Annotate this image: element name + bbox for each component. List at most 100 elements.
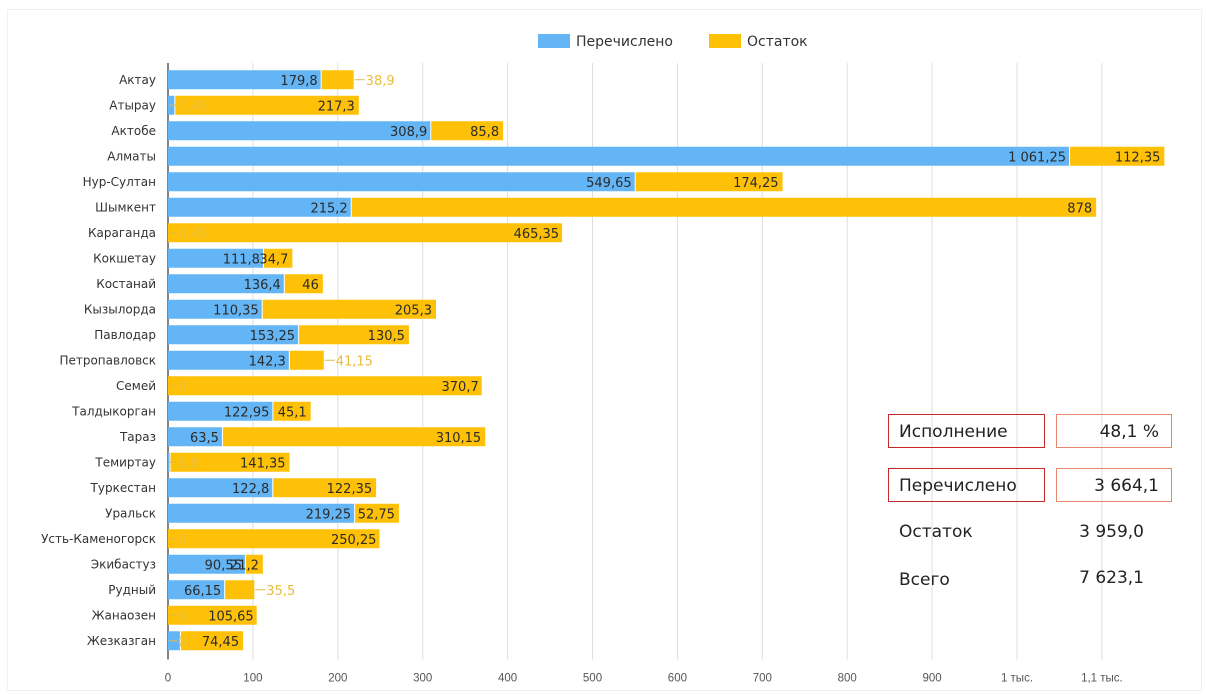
bar-remainder: [355, 503, 399, 523]
data-label-transferred: 308,9: [390, 125, 427, 140]
total-label: Всего: [899, 570, 950, 590]
category-label: Алматы: [107, 149, 156, 163]
category-label: Жанаозен: [92, 608, 156, 622]
stacked-bar-chart: 0 100 200 300 400 500 600 700 800 900 1 тыс. 1,1 ты…: [41, 34, 1165, 685]
bar-transferred: [168, 274, 284, 294]
bar-remainder: [289, 350, 324, 370]
data-label-remainder: 52,75: [358, 507, 395, 522]
category-label: Темиртау: [94, 455, 156, 469]
bar-transferred: [168, 70, 321, 90]
bar-remainder: [245, 554, 263, 574]
x-tick-label: 1 тыс.: [1001, 673, 1033, 685]
bar-transferred: [168, 172, 635, 192]
x-tick-label: 600: [668, 673, 687, 685]
category-label: Семей: [116, 379, 156, 393]
execution-label: Исполнение: [888, 414, 1045, 448]
category-label: Тараз: [119, 430, 156, 444]
bar-transferred: [168, 325, 299, 345]
x-tick-label: 0: [165, 673, 171, 685]
x-tick-label: 400: [498, 673, 517, 685]
data-label-transferred: 66,15: [184, 584, 221, 599]
category-label: Нур-Султан: [83, 175, 156, 189]
data-label-transferred: 153,25: [250, 329, 296, 344]
transferred-label: Перечислено: [888, 468, 1045, 502]
category-label: Талдыкорган: [71, 404, 156, 418]
data-label-remainder: 465,35: [514, 227, 560, 242]
category-label: Атырау: [109, 98, 156, 112]
category-label: Усть-Каменогорск: [41, 532, 156, 546]
execution-value: 48,1 %: [1056, 414, 1172, 448]
data-label-remainder: 85,8: [470, 125, 499, 140]
legend-swatch-transferred: [538, 34, 570, 48]
bar-transferred: [168, 478, 273, 498]
category-label: Туркестан: [90, 481, 156, 495]
legend-swatch-remainder: [709, 34, 741, 48]
data-label-transferred: 136,4: [244, 278, 281, 293]
x-tick-label: 500: [583, 673, 602, 685]
bar-remainder: [431, 121, 504, 141]
x-tick-label: 800: [838, 673, 857, 685]
bar-transferred: [168, 197, 351, 217]
category-label: Кокшетау: [93, 251, 156, 265]
data-label-transferred: 111,8: [223, 252, 260, 267]
bar-remainder: [168, 376, 482, 396]
category-label: Актау: [119, 73, 156, 87]
x-tick-label: 1,1 тыс.: [1081, 673, 1123, 685]
category-label: Рудный: [108, 583, 156, 597]
data-label-remainder: 35,5: [266, 584, 295, 599]
bar-remainder: [168, 529, 380, 549]
data-label-transferred: 110,35: [213, 303, 259, 318]
category-label: Петропавловск: [59, 353, 156, 367]
category-label: Павлодар: [94, 328, 156, 342]
category-label: Караганда: [88, 226, 156, 240]
bar-transferred: [168, 427, 222, 447]
data-label-transferred: 122,8: [232, 482, 269, 497]
data-label-transferred: 215,2: [310, 201, 347, 216]
total-value: 7 623,1: [1079, 568, 1144, 588]
data-label-remainder: 130,5: [368, 329, 405, 344]
bar-remainder: [222, 427, 486, 447]
data-label-transferred: 142,3: [249, 354, 286, 369]
data-label-remainder: 122,35: [327, 482, 373, 497]
x-tick-label: 100: [243, 673, 262, 685]
data-label-transferred: 0: [178, 609, 186, 624]
bar-transferred: [168, 121, 431, 141]
data-label-remainder: 250,25: [331, 533, 377, 548]
category-label: Костанай: [96, 277, 156, 291]
data-label-transferred: 219,25: [306, 507, 352, 522]
data-label-transferred: 0: [178, 380, 186, 395]
data-label-transferred: 1,8: [178, 456, 199, 471]
data-label-remainder: 205,3: [395, 303, 432, 318]
bar-remainder: [180, 631, 244, 651]
transferred-value: 3 664,1: [1056, 468, 1172, 502]
bar-remainder: [351, 197, 1097, 217]
bar-remainder: [1070, 146, 1165, 166]
data-label-transferred: 122,95: [224, 405, 270, 420]
x-tick-label: 300: [413, 673, 432, 685]
data-label-transferred: 0: [178, 533, 186, 548]
data-label-remainder: 310,15: [436, 431, 482, 446]
category-label: Уральск: [105, 506, 156, 520]
bar-remainder: [321, 70, 354, 90]
x-tick-label: 200: [328, 673, 347, 685]
bar-remainder: [273, 401, 311, 421]
legend-label-transferred: Перечислено: [576, 34, 673, 50]
bar-transferred: [168, 350, 289, 370]
data-label-transferred: 0,45: [178, 227, 207, 242]
bar-transferred: [168, 146, 1070, 166]
remainder-value: 3 959,0: [1079, 522, 1144, 542]
remainder-label: Остаток: [899, 522, 973, 542]
data-label-remainder: 370,7: [442, 380, 479, 395]
data-label-remainder: 38,9: [366, 74, 395, 89]
category-label: Шымкент: [95, 200, 156, 214]
bar-remainder: [273, 478, 377, 498]
bar-transferred: [168, 299, 262, 319]
bar-transferred: [168, 248, 263, 268]
bar-remainder: [635, 172, 783, 192]
data-label-remainder: 21,2: [230, 558, 259, 573]
x-tick-label: 900: [923, 673, 942, 685]
data-label-remainder: 217,3: [318, 99, 355, 114]
data-label-remainder: 41,15: [336, 354, 373, 369]
data-label-transferred: 0: [178, 635, 186, 650]
data-label-transferred: 90,55: [205, 558, 242, 573]
